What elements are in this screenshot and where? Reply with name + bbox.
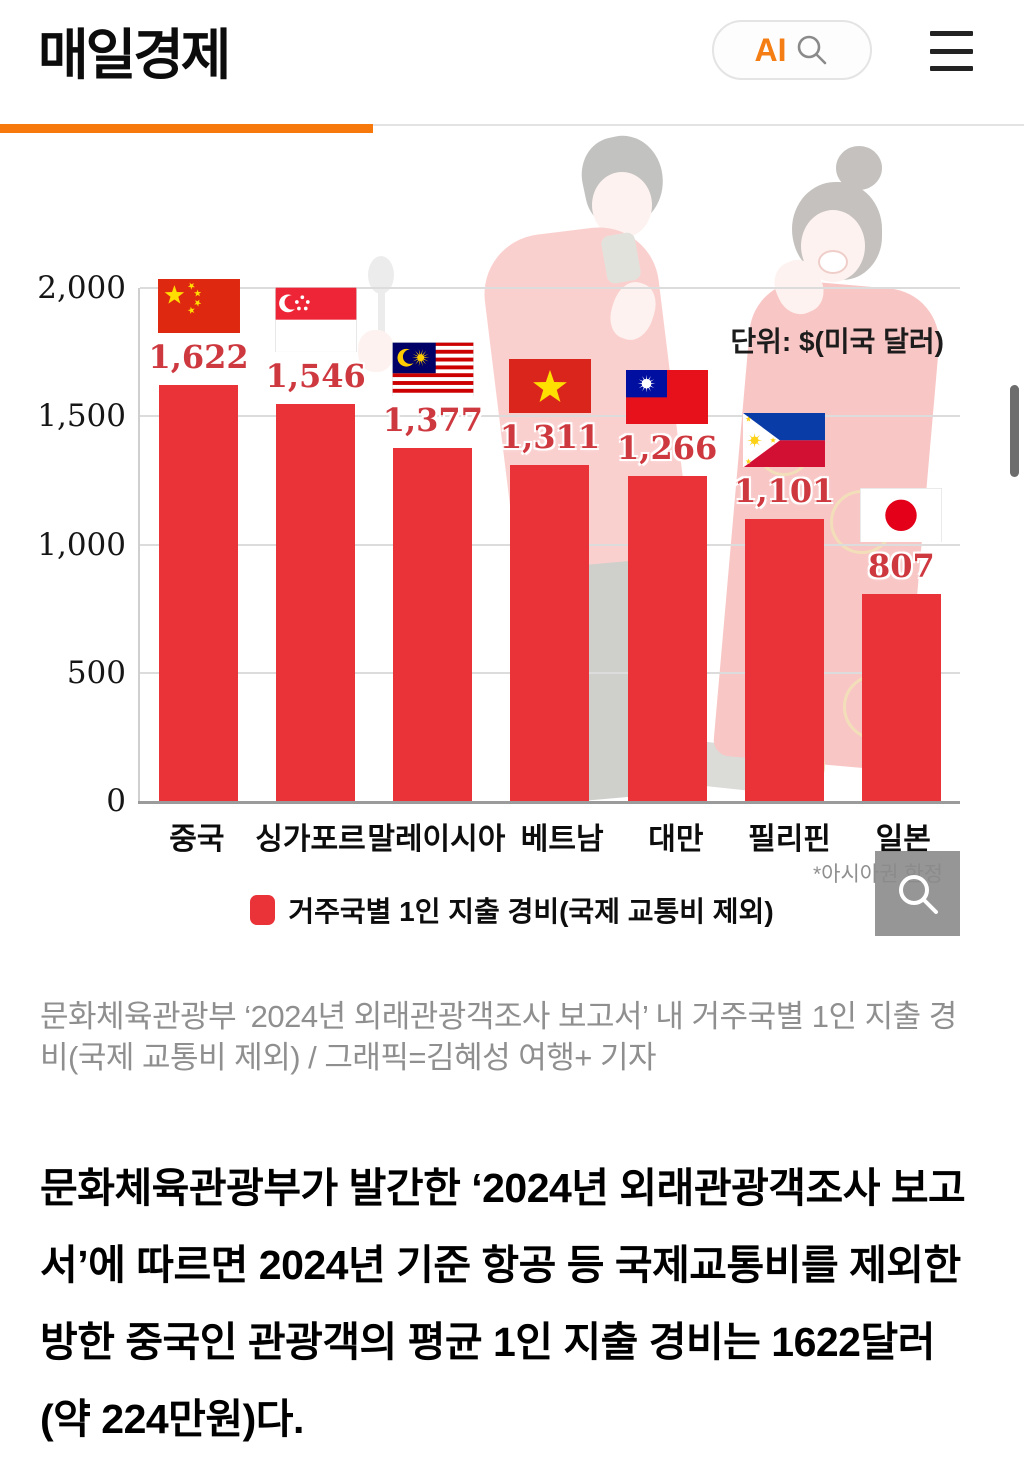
bar-group-vietnam: 1,311 bbox=[491, 358, 608, 801]
ai-search-button[interactable]: AI bbox=[712, 20, 872, 80]
x-axis-label: 중국 bbox=[169, 823, 225, 856]
bar-group-japan: 807 bbox=[843, 487, 960, 801]
flag-malaysia-icon bbox=[391, 341, 474, 397]
logo-maeil-kyungjae[interactable]: 매일경제 bbox=[38, 24, 231, 86]
y-axis-line bbox=[138, 288, 140, 801]
x-axis-label: 대만 bbox=[648, 823, 704, 856]
bar-group-china: 1,622 bbox=[140, 278, 257, 801]
legend-label: 거주국별 1인 지출 경비(국제 교통비 제외) bbox=[288, 896, 774, 927]
legend-swatch bbox=[250, 895, 276, 925]
illustration-woman-bun bbox=[836, 146, 882, 190]
scrollbar-thumb[interactable] bbox=[1010, 385, 1019, 477]
x-axis-label: 베트남 bbox=[520, 823, 604, 856]
bar-group-philippines: 1,101 bbox=[726, 412, 843, 801]
bar-value-china: 1,622 bbox=[148, 338, 249, 377]
image-zoom-button[interactable] bbox=[875, 851, 960, 936]
flag-philippines-icon bbox=[743, 412, 826, 468]
bar-group-malaysia: 1,377 bbox=[374, 341, 491, 801]
bar-value-philippines: 1,101 bbox=[734, 472, 835, 511]
bar-group-singapore: 1,546 bbox=[257, 286, 374, 801]
image-caption: 문화체육관광부 ‘2024년 외래관광객조사 보고서’ 내 거주국별 1인 지출… bbox=[40, 999, 957, 1075]
bar-philippines bbox=[744, 519, 824, 801]
x-axis-line bbox=[138, 801, 960, 804]
y-tick-label: 1,000 bbox=[37, 526, 126, 563]
flag-vietnam-icon bbox=[508, 358, 591, 414]
flag-singapore-icon bbox=[274, 286, 357, 353]
menu-bar bbox=[930, 48, 973, 54]
illustration-woman-mouth bbox=[818, 250, 848, 274]
illustration-man-hair bbox=[574, 128, 672, 234]
flag-taiwan-icon bbox=[626, 369, 709, 425]
flag-china-icon bbox=[157, 278, 240, 334]
site-header: 매일경제 AI bbox=[0, 0, 1024, 124]
unit-label: 단위: $(미국 달러) bbox=[730, 326, 944, 357]
x-axis-labels: 중국 싱가포르 말레이시아 베트남 대만 필리핀 일본 bbox=[140, 814, 960, 858]
bar-value-malaysia: 1,377 bbox=[382, 401, 483, 440]
bar-japan bbox=[861, 594, 941, 801]
bar-malaysia bbox=[393, 448, 473, 801]
magnifier-icon bbox=[894, 870, 942, 918]
article-paragraph: 문화체육관광부가 발간한 ‘2024년 외래관광객조사 보고서’에 따르면 20… bbox=[40, 1165, 966, 1442]
bar-value-japan: 807 bbox=[868, 547, 935, 586]
x-axis-label: 필리핀 bbox=[748, 823, 831, 856]
menu-bar bbox=[930, 66, 973, 71]
chart-figure[interactable]: 0 500 1,000 1,500 2,000 1,622 1,546 1,377 1,31… bbox=[0, 128, 1024, 960]
x-axis-label: 싱가포르 bbox=[255, 823, 366, 856]
bar-group-taiwan: 1,266 bbox=[609, 369, 726, 801]
bar-value-singapore: 1,546 bbox=[265, 357, 366, 396]
illustration-woman-hair bbox=[792, 182, 882, 280]
bars-row: 1,622 1,546 1,377 1,311 1,266 1,101 807 bbox=[140, 278, 960, 801]
bar-chart: 0 500 1,000 1,500 2,000 1,622 1,546 1,377 1,31… bbox=[37, 270, 960, 819]
x-axis-label: 일본 bbox=[875, 823, 931, 856]
x-axis-label: 말레이시아 bbox=[367, 823, 506, 856]
menu-button[interactable] bbox=[930, 28, 976, 74]
header-divider bbox=[0, 124, 1024, 134]
bar-value-vietnam: 1,311 bbox=[499, 418, 601, 457]
y-tick-label: 0 bbox=[106, 783, 126, 819]
flag-japan-icon bbox=[860, 487, 943, 543]
illustration-man-face bbox=[592, 172, 652, 238]
illustration-man-collar bbox=[600, 231, 642, 285]
divider-gray bbox=[0, 124, 1024, 126]
illustration-woman-face bbox=[801, 210, 865, 282]
search-icon bbox=[794, 32, 830, 68]
bar-china bbox=[159, 385, 239, 801]
y-tick-label: 500 bbox=[66, 654, 126, 691]
bar-singapore bbox=[276, 404, 356, 801]
chart-legend: 거주국별 1인 지출 경비(국제 교통비 제외) bbox=[0, 890, 1024, 930]
y-tick-label: 1,500 bbox=[37, 398, 126, 435]
divider-orange bbox=[0, 124, 373, 133]
bar-taiwan bbox=[627, 476, 707, 801]
ai-label: AI bbox=[754, 32, 787, 68]
bar-vietnam bbox=[510, 465, 590, 801]
y-tick-label: 2,000 bbox=[37, 270, 126, 306]
menu-bar bbox=[930, 31, 973, 36]
bar-value-taiwan: 1,266 bbox=[617, 429, 718, 468]
